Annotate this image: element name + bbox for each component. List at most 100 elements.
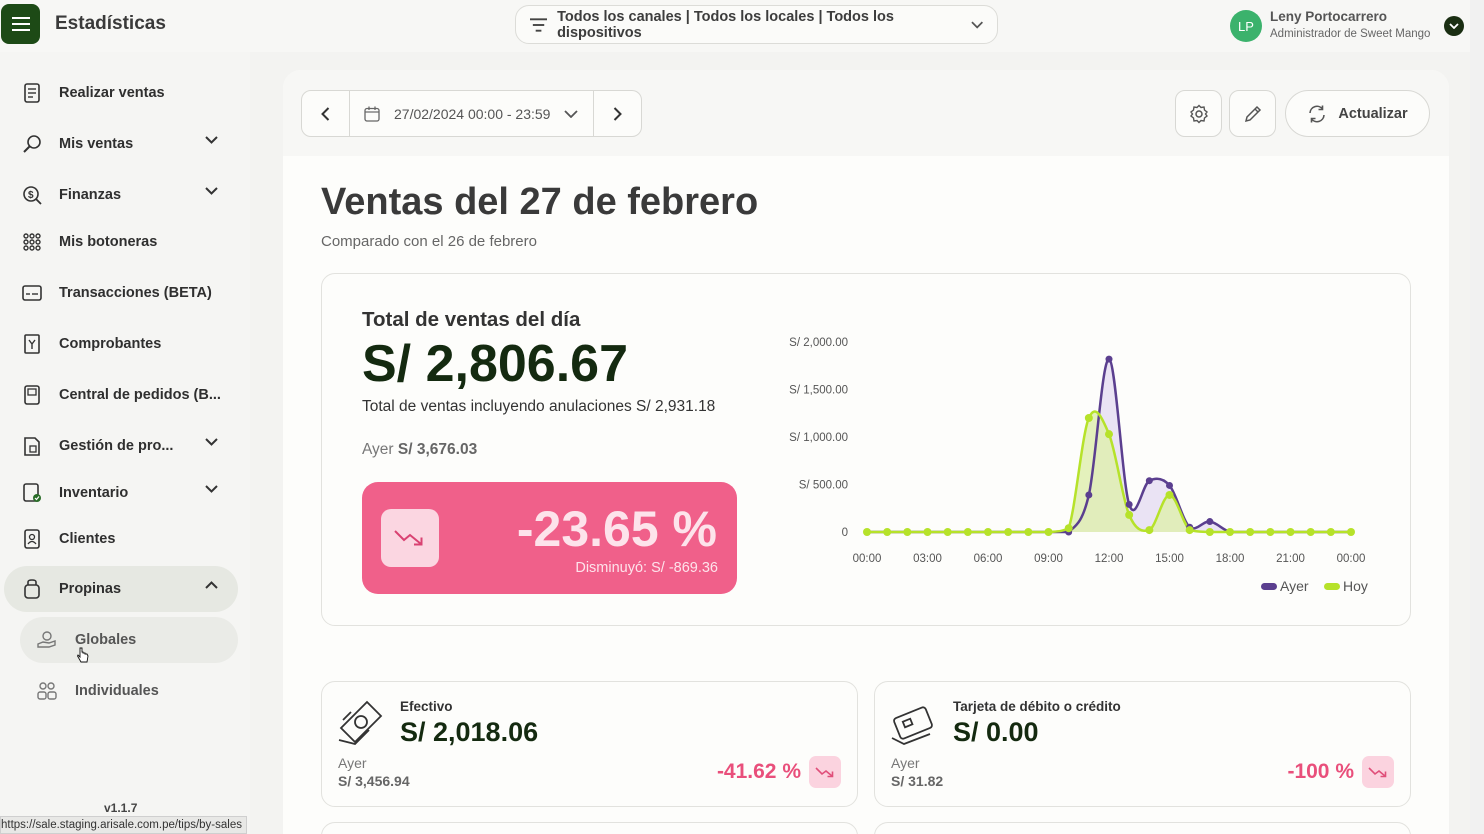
calendar-icon (364, 106, 380, 122)
x-tick-label: 12:00 (1095, 553, 1124, 565)
tips-icon (22, 579, 42, 599)
data-point-hoy (1266, 528, 1275, 536)
sidebar-item-label: Comprobantes (59, 336, 162, 352)
sidebar-item-propinas[interactable]: Propinas (4, 566, 238, 612)
avatar: LP (1230, 10, 1262, 42)
y-tick-label: S/ 1,500.00 (789, 385, 848, 397)
menu-button[interactable] (1, 4, 40, 44)
data-point-hoy (1044, 528, 1053, 536)
date-range-text: 27/02/2024 00:00 - 23:59 (394, 105, 551, 122)
refresh-button[interactable]: Actualizar (1285, 90, 1430, 137)
data-point-hoy (1246, 528, 1255, 536)
date-range-picker[interactable]: 27/02/2024 00:00 - 23:59 (349, 91, 594, 136)
sidebar-item-transacciones[interactable]: Transacciones (BETA) (4, 270, 238, 316)
x-tick-label: 00:00 (853, 553, 882, 565)
x-tick-label: 15:00 (1155, 553, 1184, 565)
y-tick-label: S/ 1,000.00 (789, 432, 848, 444)
chevron-down-icon (205, 187, 218, 195)
change-percentage: -23.65 % (516, 501, 717, 557)
previous-day-button[interactable] (302, 91, 349, 136)
user-menu[interactable]: LP Leny Portocarrero Administrador de Sw… (1230, 7, 1470, 45)
data-point-hoy (1205, 528, 1214, 536)
main-panel: 27/02/2024 00:00 - 23:59 Actualizar Vent… (283, 70, 1449, 834)
sidebar-subitem-globales[interactable]: Globales (20, 617, 238, 663)
x-tick-label: 03:00 (913, 553, 942, 565)
change-percentage-box: -23.65 % Disminuyó: S/ -869.36 (362, 482, 737, 594)
app-title: Estadísticas (55, 13, 166, 34)
sidebar-item-comprobantes[interactable]: Comprobantes (4, 321, 238, 367)
payment-card-efectivo: Efectivo S/ 2,018.06 Ayer S/ 3,456.94 -4… (321, 681, 858, 807)
user-dropdown-toggle[interactable] (1444, 16, 1464, 36)
x-tick-label: 09:00 (1034, 553, 1063, 565)
next-day-button[interactable] (594, 91, 641, 136)
pointer-cursor-icon (77, 647, 89, 663)
users-icon (37, 681, 57, 701)
chevron-left-icon (321, 106, 330, 121)
edit-button[interactable] (1229, 90, 1276, 137)
sidebar-item-mis-ventas[interactable]: Mis ventas (4, 121, 238, 167)
summary-label: Total de ventas del día (362, 308, 581, 331)
sidebar-item-label: Finanzas (59, 187, 122, 203)
scrollbar[interactable] (1470, 0, 1484, 834)
settings-button[interactable] (1175, 90, 1222, 137)
data-point-hoy (1286, 528, 1295, 536)
receipt-icon (22, 83, 42, 103)
payment-yesterday-value: S/ 31.82 (891, 773, 944, 789)
summary-total: S/ 2,806.67 (362, 335, 628, 393)
cash-icon (337, 700, 385, 748)
channel-filter[interactable]: Todos los canales | Todos los locales | … (515, 5, 998, 44)
data-point-hoy (883, 528, 892, 536)
product-icon (22, 436, 42, 456)
sidebar-item-gestion-de-productos[interactable]: Gestión de pro... (4, 423, 238, 469)
data-point-hoy (984, 528, 992, 536)
series-area-hoy (867, 411, 1351, 532)
x-tick-label: 00:00 (1337, 553, 1366, 565)
payment-method-amount: S/ 0.00 (953, 717, 1039, 747)
toolbar: 27/02/2024 00:00 - 23:59 Actualizar (283, 70, 1449, 156)
user-name: Leny Portocarrero (1270, 9, 1388, 24)
gear-icon (1189, 104, 1208, 123)
y-tick-label: S/ 500.00 (799, 480, 848, 492)
sidebar-item-central-de-pedidos[interactable]: Central de pedidos (B... (4, 372, 238, 418)
data-point-hoy (1125, 510, 1134, 519)
filter-text: Todos los canales | Todos los locales | … (557, 8, 894, 41)
sidebar-item-label: Central de pedidos (B... (59, 387, 221, 403)
data-point-hoy (1145, 526, 1154, 535)
sidebar-item-realizar-ventas[interactable]: Realizar ventas (4, 70, 238, 116)
data-point-hoy (923, 528, 932, 536)
app-version: v1.1.7 (104, 801, 138, 815)
payment-yesterday-label: Ayer (891, 755, 920, 771)
data-point-hoy (963, 528, 972, 536)
trend-down-icon (809, 756, 841, 788)
data-point-ayer (1206, 518, 1214, 526)
sidebar-item-label: Realizar ventas (59, 85, 165, 101)
chevron-down-icon (205, 485, 218, 493)
data-point-ayer (1145, 477, 1153, 485)
sidebar-item-clientes[interactable]: Clientes (4, 516, 238, 562)
page-subtitle: Comparado con el 26 de febrero (321, 233, 537, 250)
date-navigator: 27/02/2024 00:00 - 23:59 (301, 90, 642, 137)
clients-icon (22, 529, 42, 549)
refresh-label: Actualizar (1338, 105, 1408, 122)
chevron-down-icon (205, 438, 218, 446)
data-point-hoy (1306, 528, 1315, 536)
sidebar-item-mis-botoneras[interactable]: Mis botoneras (4, 219, 238, 265)
payment-change-pct: -41.62 % (716, 760, 801, 783)
y-tick-label: S/ 2,000.00 (789, 337, 848, 349)
sidebar-item-label: Propinas (59, 581, 122, 597)
sidebar-item-label: Gestión de pro... (59, 438, 174, 454)
sidebar-item-inventario[interactable]: Inventario (4, 470, 238, 516)
payment-method-name: Efectivo (400, 699, 453, 714)
data-point-hoy (943, 528, 952, 536)
orders-icon (22, 385, 42, 405)
summary-yesterday: Ayer S/ 3,676.03 (362, 441, 477, 459)
sidebar-subitem-individuales[interactable]: Individuales (20, 668, 238, 714)
payment-yesterday-value: S/ 3,456.94 (338, 773, 410, 789)
sidebar-item-finanzas[interactable]: $ Finanzas (4, 172, 238, 218)
summary-including-cancellations: Total de ventas incluyendo anulaciones S… (362, 398, 716, 415)
data-point-hoy (1084, 414, 1093, 422)
sidebar-item-label: Inventario (59, 485, 129, 501)
y-tick-label: 0 (842, 527, 848, 539)
data-point-ayer (1166, 481, 1173, 489)
terminal-icon (22, 283, 42, 303)
